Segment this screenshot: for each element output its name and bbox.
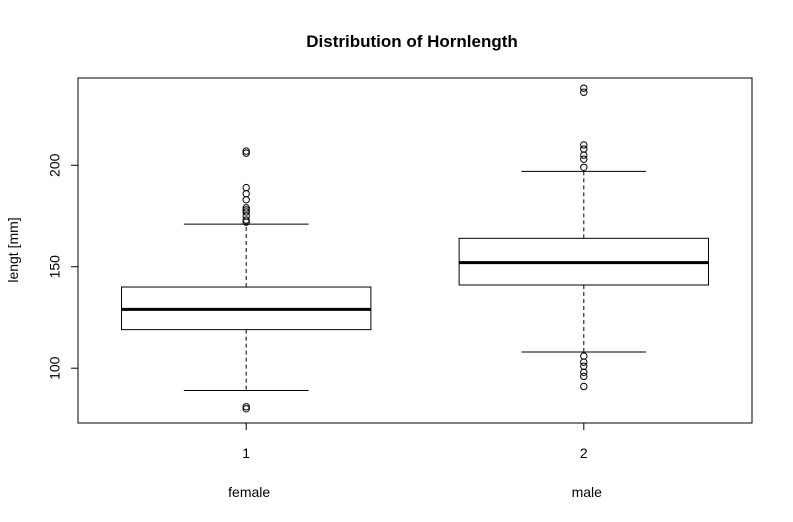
outlier-point [242,183,250,192]
box-male [458,84,709,391]
outlier-point [242,403,250,411]
x-tick-label: 1 [242,445,250,461]
outlier-point [580,358,588,366]
outlier-point [580,352,588,360]
outlier-point [580,155,588,163]
x-axis: 1 female 2 male [228,422,603,500]
outlier-point [580,141,588,149]
y-axis-label: lengt [mm] [5,217,21,282]
box-female [121,147,372,413]
outlier-point [580,382,588,391]
outlier-point [580,88,588,96]
x-tick-label: 2 [580,445,588,461]
boxes-layer [121,84,709,413]
outlier-point [580,163,588,171]
y-axis: 100 150 200 [47,153,79,380]
y-tick-label: 150 [47,255,63,279]
y-tick-label: 100 [47,356,63,380]
outlier-point [242,208,250,216]
outlier-point [242,405,250,413]
outlier-point [580,84,588,92]
chart-title: Distribution of Hornlength [306,32,518,51]
y-tick-label: 200 [47,153,63,177]
outlier-point [242,196,250,204]
outlier-point [242,216,250,224]
outlier-point [580,372,588,381]
outlier-point [242,189,250,198]
outlier-point [580,151,588,159]
outlier-point [580,368,588,376]
outlier-point [242,204,250,212]
outlier-point [580,362,588,370]
group-label: female [228,484,270,500]
outlier-point [242,147,250,155]
outlier-point [580,145,588,153]
outlier-point [242,206,250,214]
group-label: male [572,484,603,500]
outlier-point [242,149,250,157]
